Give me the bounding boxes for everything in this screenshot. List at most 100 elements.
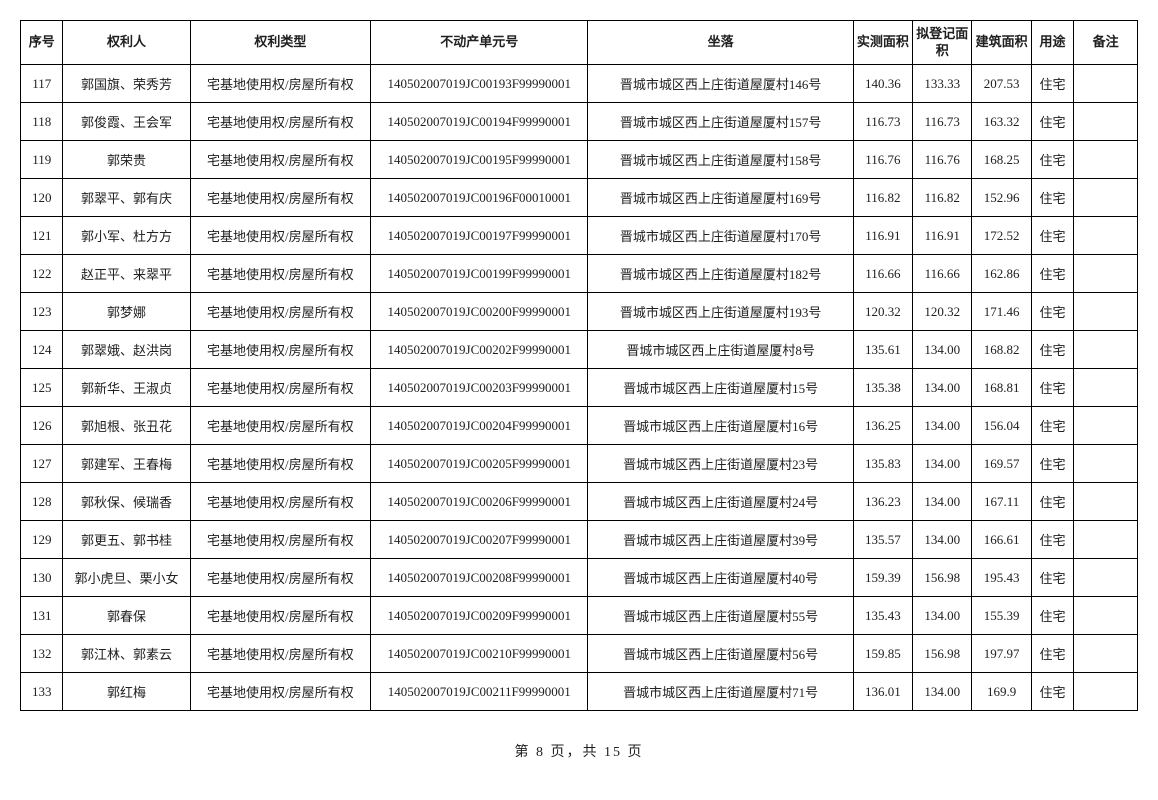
cell-use: 住宅: [1031, 65, 1073, 103]
cell-owner: 赵正平、来翠平: [63, 255, 190, 293]
cell-seq: 129: [21, 521, 63, 559]
cell-owner: 郭小军、杜方方: [63, 217, 190, 255]
cell-loc: 晋城市城区西上庄街道屋厦村24号: [588, 483, 853, 521]
cell-owner: 郭荣贵: [63, 141, 190, 179]
cell-owner: 郭建军、王春梅: [63, 445, 190, 483]
cell-use: 住宅: [1031, 559, 1073, 597]
cell-area1: 140.36: [853, 65, 912, 103]
cell-area2: 133.33: [913, 65, 972, 103]
cell-owner: 郭国旗、荣秀芳: [63, 65, 190, 103]
cell-type: 宅基地使用权/房屋所有权: [190, 559, 370, 597]
cell-owner: 郭梦娜: [63, 293, 190, 331]
cell-type: 宅基地使用权/房屋所有权: [190, 217, 370, 255]
cell-area1: 135.57: [853, 521, 912, 559]
cell-unit: 140502007019JC00194F99990001: [371, 103, 588, 141]
cell-area3: 207.53: [972, 65, 1031, 103]
cell-seq: 121: [21, 217, 63, 255]
cell-seq: 125: [21, 369, 63, 407]
table-row: 120郭翠平、郭有庆宅基地使用权/房屋所有权140502007019JC0019…: [21, 179, 1138, 217]
cell-use: 住宅: [1031, 597, 1073, 635]
cell-seq: 132: [21, 635, 63, 673]
cell-area3: 168.81: [972, 369, 1031, 407]
cell-area1: 159.39: [853, 559, 912, 597]
table-row: 121郭小军、杜方方宅基地使用权/房屋所有权140502007019JC0019…: [21, 217, 1138, 255]
cell-type: 宅基地使用权/房屋所有权: [190, 597, 370, 635]
cell-area3: 169.9: [972, 673, 1031, 711]
header-loc: 坐落: [588, 21, 853, 65]
header-area2: 拟登记面积: [913, 21, 972, 65]
cell-rem: [1074, 635, 1138, 673]
cell-area1: 135.38: [853, 369, 912, 407]
cell-loc: 晋城市城区西上庄街道屋厦村23号: [588, 445, 853, 483]
cell-seq: 124: [21, 331, 63, 369]
cell-area2: 134.00: [913, 483, 972, 521]
cell-use: 住宅: [1031, 369, 1073, 407]
cell-unit: 140502007019JC00200F99990001: [371, 293, 588, 331]
cell-area1: 116.66: [853, 255, 912, 293]
cell-loc: 晋城市城区西上庄街道屋厦村182号: [588, 255, 853, 293]
cell-area3: 168.25: [972, 141, 1031, 179]
cell-area3: 155.39: [972, 597, 1031, 635]
cell-loc: 晋城市城区西上庄街道屋厦村40号: [588, 559, 853, 597]
cell-use: 住宅: [1031, 673, 1073, 711]
table-row: 118郭俊霞、王会军宅基地使用权/房屋所有权140502007019JC0019…: [21, 103, 1138, 141]
cell-area1: 116.82: [853, 179, 912, 217]
cell-area3: 197.97: [972, 635, 1031, 673]
cell-rem: [1074, 103, 1138, 141]
cell-type: 宅基地使用权/房屋所有权: [190, 521, 370, 559]
cell-owner: 郭旭根、张丑花: [63, 407, 190, 445]
cell-seq: 123: [21, 293, 63, 331]
cell-owner: 郭俊霞、王会军: [63, 103, 190, 141]
cell-use: 住宅: [1031, 483, 1073, 521]
cell-rem: [1074, 597, 1138, 635]
cell-area1: 136.25: [853, 407, 912, 445]
cell-loc: 晋城市城区西上庄街道屋厦村39号: [588, 521, 853, 559]
cell-type: 宅基地使用权/房屋所有权: [190, 331, 370, 369]
cell-type: 宅基地使用权/房屋所有权: [190, 445, 370, 483]
cell-area1: 116.91: [853, 217, 912, 255]
header-area1: 实测面积: [853, 21, 912, 65]
cell-owner: 郭春保: [63, 597, 190, 635]
cell-seq: 133: [21, 673, 63, 711]
cell-area2: 156.98: [913, 635, 972, 673]
cell-area3: 168.82: [972, 331, 1031, 369]
table-row: 126郭旭根、张丑花宅基地使用权/房屋所有权140502007019JC0020…: [21, 407, 1138, 445]
cell-unit: 140502007019JC00203F99990001: [371, 369, 588, 407]
cell-type: 宅基地使用权/房屋所有权: [190, 673, 370, 711]
cell-type: 宅基地使用权/房屋所有权: [190, 369, 370, 407]
cell-owner: 郭红梅: [63, 673, 190, 711]
cell-use: 住宅: [1031, 521, 1073, 559]
cell-type: 宅基地使用权/房屋所有权: [190, 103, 370, 141]
cell-rem: [1074, 559, 1138, 597]
header-use: 用途: [1031, 21, 1073, 65]
table-row: 127郭建军、王春梅宅基地使用权/房屋所有权140502007019JC0020…: [21, 445, 1138, 483]
cell-unit: 140502007019JC00206F99990001: [371, 483, 588, 521]
cell-rem: [1074, 179, 1138, 217]
cell-area2: 134.00: [913, 597, 972, 635]
cell-unit: 140502007019JC00205F99990001: [371, 445, 588, 483]
cell-seq: 126: [21, 407, 63, 445]
real-estate-register-table: 序号 权利人 权利类型 不动产单元号 坐落 实测面积 拟登记面积 建筑面积 用途…: [20, 20, 1138, 711]
cell-rem: [1074, 673, 1138, 711]
cell-rem: [1074, 255, 1138, 293]
cell-area2: 120.32: [913, 293, 972, 331]
cell-rem: [1074, 141, 1138, 179]
table-row: 132郭江林、郭素云宅基地使用权/房屋所有权140502007019JC0021…: [21, 635, 1138, 673]
cell-use: 住宅: [1031, 407, 1073, 445]
cell-area2: 116.76: [913, 141, 972, 179]
cell-area3: 171.46: [972, 293, 1031, 331]
header-unit: 不动产单元号: [371, 21, 588, 65]
cell-loc: 晋城市城区西上庄街道屋厦村56号: [588, 635, 853, 673]
cell-area2: 134.00: [913, 407, 972, 445]
cell-loc: 晋城市城区西上庄街道屋厦村16号: [588, 407, 853, 445]
cell-area3: 156.04: [972, 407, 1031, 445]
cell-loc: 晋城市城区西上庄街道屋厦村193号: [588, 293, 853, 331]
cell-seq: 128: [21, 483, 63, 521]
cell-unit: 140502007019JC00204F99990001: [371, 407, 588, 445]
cell-area3: 166.61: [972, 521, 1031, 559]
cell-area3: 163.32: [972, 103, 1031, 141]
cell-owner: 郭更五、郭书桂: [63, 521, 190, 559]
header-owner: 权利人: [63, 21, 190, 65]
page-footer: 第 8 页，共 15 页: [20, 741, 1138, 761]
cell-rem: [1074, 483, 1138, 521]
